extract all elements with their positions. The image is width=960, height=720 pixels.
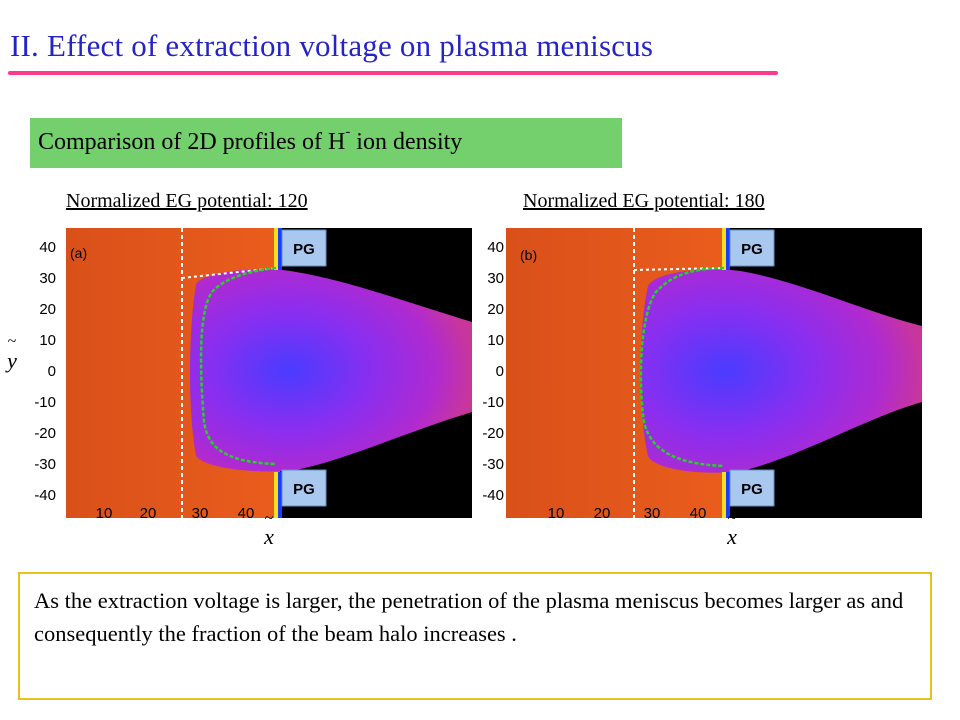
pg-electrode-bottom [729, 469, 775, 507]
x-tick-label: 30 [644, 505, 661, 522]
title-underline [8, 71, 778, 75]
pg-label-bottom: PG [741, 481, 763, 498]
x-tick-label: 60 [788, 505, 805, 522]
y-tick-label: -10 [482, 394, 504, 411]
y-tick-label: 20 [487, 301, 504, 318]
y-tick-label: -20 [34, 425, 56, 442]
y-tick-label: 0 [496, 363, 504, 380]
ion-beam [640, 269, 922, 473]
electrode-edge [722, 472, 726, 518]
x-tick-labels: 10 20 30 40 50 60 70 80 [548, 505, 899, 522]
electrode-edge [274, 472, 278, 518]
density-plot-a-canvas: PG PG (a) 40 30 20 10 0 -10 -20 -30 -40 … [34, 228, 472, 549]
x-tick-labels: 10 20 30 40 50 60 70 80 [96, 505, 447, 522]
ion-beam [190, 269, 472, 472]
x-axis-label: x [263, 524, 274, 549]
panel-b-title: Normalized EG potential: 180 [523, 190, 765, 212]
y-tick-label: -20 [482, 425, 504, 442]
electrode-edge [274, 228, 278, 270]
x-tick-label: 50 [738, 505, 755, 522]
density-plot-a: PG PG (a) 40 30 20 10 0 -10 -20 -30 -40 … [26, 222, 476, 552]
y-tick-label: -10 [34, 394, 56, 411]
pg-electrode-top [281, 229, 327, 267]
x-tick-label: 20 [140, 505, 157, 522]
conclusion-box: As the extraction voltage is larger, the… [18, 572, 932, 700]
x-tick-label: 10 [96, 505, 113, 522]
y-tick-label: -30 [34, 456, 56, 473]
pg-electrode-bottom [281, 469, 327, 507]
y-tick-label: 20 [39, 301, 56, 318]
y-tick-label: 40 [487, 239, 504, 256]
y-tick-label: -40 [34, 487, 56, 504]
y-tick-label: -30 [482, 456, 504, 473]
subtitle-box: Comparison of 2D profiles of H- ion dens… [30, 118, 622, 168]
density-plot-b: PG PG (b) 40 30 20 10 0 -10 -20 -30 -40 … [476, 222, 926, 552]
x-axis-label: x [726, 524, 737, 549]
x-tick-label: 50 [285, 505, 302, 522]
electrode-edge [726, 472, 730, 518]
y-tick-label: 10 [39, 332, 56, 349]
x-tick-label: 40 [690, 505, 707, 522]
x-tick-label: 80 [882, 505, 899, 522]
y-axis-label: y [5, 348, 17, 373]
y-tick-label: 40 [39, 239, 56, 256]
pg-electrode-top [729, 229, 775, 267]
y-tick-label: 30 [39, 270, 56, 287]
page-title: II. Effect of extraction voltage on plas… [10, 28, 654, 63]
x-tick-label: 40 [238, 505, 255, 522]
x-tick-label: 60 [333, 505, 350, 522]
y-axis-label-area: ~ y [5, 333, 17, 373]
pg-label-top: PG [741, 241, 763, 258]
density-plot-b-canvas: PG PG (b) 40 30 20 10 0 -10 -20 -30 -40 … [482, 228, 922, 549]
subtitle-prefix: Comparison of 2D profiles of H [38, 129, 346, 155]
x-axis-tilde: ~ [265, 510, 274, 527]
y-tick-label: 10 [487, 332, 504, 349]
subtitle-suffix: ion density [350, 129, 463, 155]
electrode-edge [278, 228, 282, 270]
x-tick-label: 10 [548, 505, 565, 522]
x-tick-label: 70 [836, 505, 853, 522]
y-tick-label: -40 [482, 487, 504, 504]
y-axis-tilde: ~ [8, 333, 17, 350]
panel-a-title: Normalized EG potential: 120 [66, 190, 308, 212]
x-axis-tilde: ~ [728, 510, 737, 527]
panel-label: (b) [520, 247, 537, 263]
subtitle-superscript: - [345, 124, 351, 140]
conclusion-text: As the extraction voltage is larger, the… [34, 588, 904, 646]
y-tick-labels: 40 30 20 10 0 -10 -20 -30 -40 [34, 239, 56, 504]
panel-label: (a) [70, 245, 87, 261]
subtitle-text: Comparison of 2D profiles of H- ion dens… [38, 124, 463, 156]
electrode-edge [726, 228, 730, 270]
electrode-edge [722, 228, 726, 270]
x-tick-label: 20 [594, 505, 611, 522]
pg-label-bottom: PG [293, 481, 315, 498]
plasma-meniscus [639, 266, 725, 468]
y-tick-label: 0 [48, 363, 56, 380]
x-tick-label: 30 [192, 505, 209, 522]
x-tick-label: 70 [383, 505, 400, 522]
pg-label-top: PG [293, 241, 315, 258]
plasma-meniscus [199, 266, 277, 466]
x-tick-label: 80 [430, 505, 447, 522]
y-tick-label: 30 [487, 270, 504, 287]
y-tick-labels: 40 30 20 10 0 -10 -20 -30 -40 [482, 239, 504, 504]
electrode-edge [278, 472, 282, 518]
